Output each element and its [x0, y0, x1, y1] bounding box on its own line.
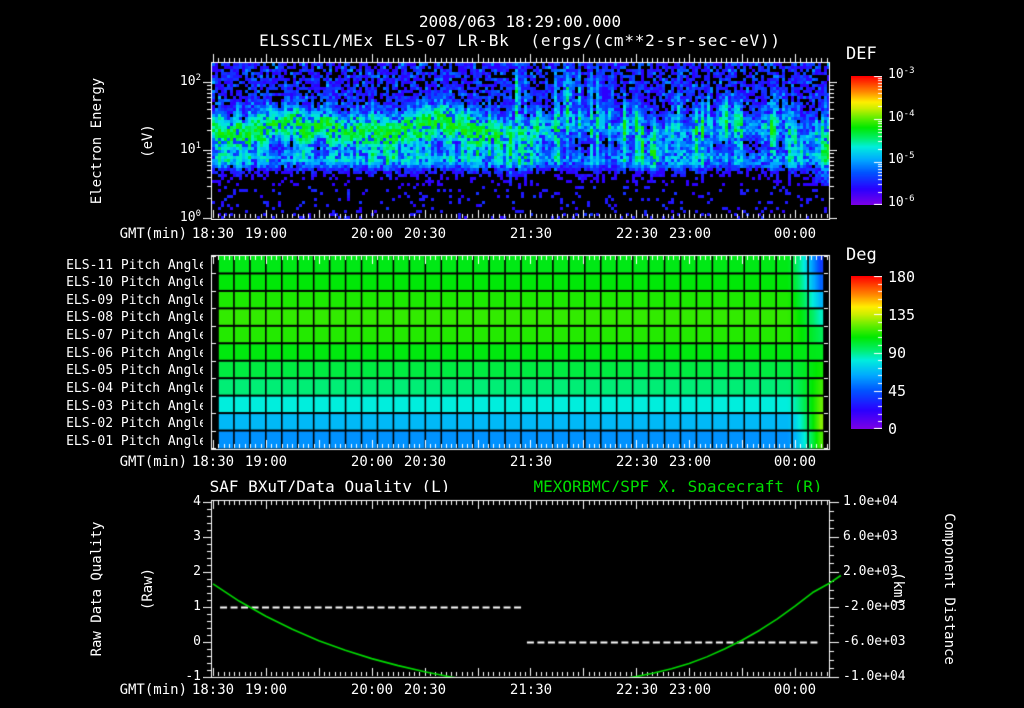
- right-tick-neg2e3: -2.0e+03: [843, 599, 906, 614]
- row-label-els-09: ELS-09 Pitch Angle: [66, 293, 207, 308]
- line-chart-canvas: [203, 492, 845, 687]
- time-tick-label: 21:30: [509, 682, 553, 698]
- left-tick-neg1: -1: [185, 669, 201, 684]
- right-tick-1e4: 1.0e+04: [843, 494, 898, 509]
- deg-colorbar-canvas: [851, 276, 882, 429]
- left-tick-1: 1: [193, 599, 201, 614]
- left-tick-4: 4: [193, 494, 201, 509]
- row-label-els-02: ELS-02 Pitch Angle: [66, 416, 207, 431]
- bottom-left-axis-label: Raw Data Quality (Raw): [89, 521, 156, 657]
- def-colorbar-title: DEF: [846, 44, 877, 64]
- time-tick-label: 19:00: [244, 454, 288, 470]
- time-tick-label: 00:00: [773, 454, 817, 470]
- time-tick-label: 21:30: [509, 454, 553, 470]
- deg-tick-90: 90: [888, 344, 907, 362]
- time-tick-label: 23:00: [668, 454, 712, 470]
- bottom-right-axis-label: Component Distance (km): [890, 513, 957, 665]
- gmt-axis-label: GMT(min): [119, 682, 187, 698]
- time-tick-label: 20:00: [350, 682, 394, 698]
- row-label-els-10: ELS-10 Pitch Angle: [66, 275, 207, 290]
- pitch-angle-canvas: [203, 247, 837, 457]
- time-tick-label: 23:00: [668, 226, 712, 242]
- def-colorbar-canvas: [851, 76, 882, 205]
- def-tick-1e-3: 10-3: [888, 66, 915, 82]
- row-label-els-03: ELS-03 Pitch Angle: [66, 399, 207, 414]
- def-tick-1e-6: 10-6: [888, 194, 915, 210]
- row-label-els-07: ELS-07 Pitch Angle: [66, 328, 207, 343]
- row-label-els-04: ELS-04 Pitch Angle: [66, 381, 207, 396]
- row-label-els-06: ELS-06 Pitch Angle: [66, 346, 207, 361]
- pitch-time-axis: GMT(min) 18:30 19:00 20:00 20:30 21:30 2…: [0, 454, 1024, 470]
- right-tick-2e3: 2.0e+03: [843, 564, 898, 579]
- right-tick-6e3: 6.0e+03: [843, 529, 898, 544]
- row-label-els-11: ELS-11 Pitch Angle: [66, 258, 207, 273]
- gmt-axis-label: GMT(min): [119, 226, 187, 242]
- spectrogram-ytick-10ev: 101: [179, 141, 201, 157]
- def-tick-1e-4: 10-4: [888, 109, 915, 125]
- time-tick-label: 18:30: [191, 682, 235, 698]
- spectrogram-canvas: [203, 52, 837, 220]
- spectrogram-ytick-100ev: 102: [179, 73, 201, 89]
- page-title: 2008/063 18:29:00.000: [418, 12, 622, 31]
- gmt-axis-label: GMT(min): [119, 454, 187, 470]
- time-tick-label: 20:30: [403, 226, 447, 242]
- left-tick-2: 2: [193, 564, 201, 579]
- time-tick-label: 20:00: [350, 454, 394, 470]
- bottom-time-axis: GMT(min) 18:30 19:00 20:00 20:30 21:30 2…: [0, 682, 1024, 698]
- time-tick-label: 00:00: [773, 682, 817, 698]
- time-tick-label: 21:30: [509, 226, 553, 242]
- spectrogram-ytick-1ev: 100: [179, 209, 201, 225]
- time-tick-label: 00:00: [773, 226, 817, 242]
- left-tick-0: 0: [193, 634, 201, 649]
- time-tick-label: 18:30: [191, 454, 235, 470]
- deg-tick-45: 45: [888, 382, 907, 400]
- deg-tick-180: 180: [888, 268, 916, 286]
- row-label-els-08: ELS-08 Pitch Angle: [66, 310, 207, 325]
- time-tick-label: 20:00: [350, 226, 394, 242]
- row-label-els-05: ELS-05 Pitch Angle: [66, 363, 207, 378]
- time-tick-label: 20:30: [403, 682, 447, 698]
- time-tick-label: 20:30: [403, 454, 447, 470]
- time-tick-label: 22:30: [615, 226, 659, 242]
- time-tick-label: 19:00: [244, 682, 288, 698]
- bottom-right-title: MEXORBMC/SPF X, Spacecraft (R): [533, 477, 823, 496]
- time-tick-label: 18:30: [191, 226, 235, 242]
- bottom-left-title: SAF_BXuT/Data Quality (L): [209, 477, 451, 496]
- page-subtitle: ELSSCIL/MEx ELS-07 LR-Bk (ergs/(cm**2-sr…: [259, 31, 781, 50]
- time-tick-label: 22:30: [615, 454, 659, 470]
- row-label-els-01: ELS-01 Pitch Angle: [66, 434, 207, 449]
- deg-tick-0: 0: [888, 420, 898, 438]
- time-tick-label: 19:00: [244, 226, 288, 242]
- time-tick-label: 23:00: [668, 682, 712, 698]
- time-tick-label: 22:30: [615, 682, 659, 698]
- def-tick-1e-5: 10-5: [888, 151, 915, 167]
- spectrogram-y-axis-label: Electron Energy (eV): [89, 77, 156, 205]
- deg-tick-135: 135: [888, 306, 916, 324]
- spectrogram-time-axis: GMT(min) 18:30 19:00 20:00 20:30 21:30 2…: [0, 226, 1024, 242]
- deg-colorbar-title: Deg: [846, 245, 877, 265]
- left-tick-3: 3: [193, 529, 201, 544]
- right-tick-neg6e3: -6.0e+03: [843, 634, 906, 649]
- right-tick-neg1e4: -1.0e+04: [843, 669, 906, 684]
